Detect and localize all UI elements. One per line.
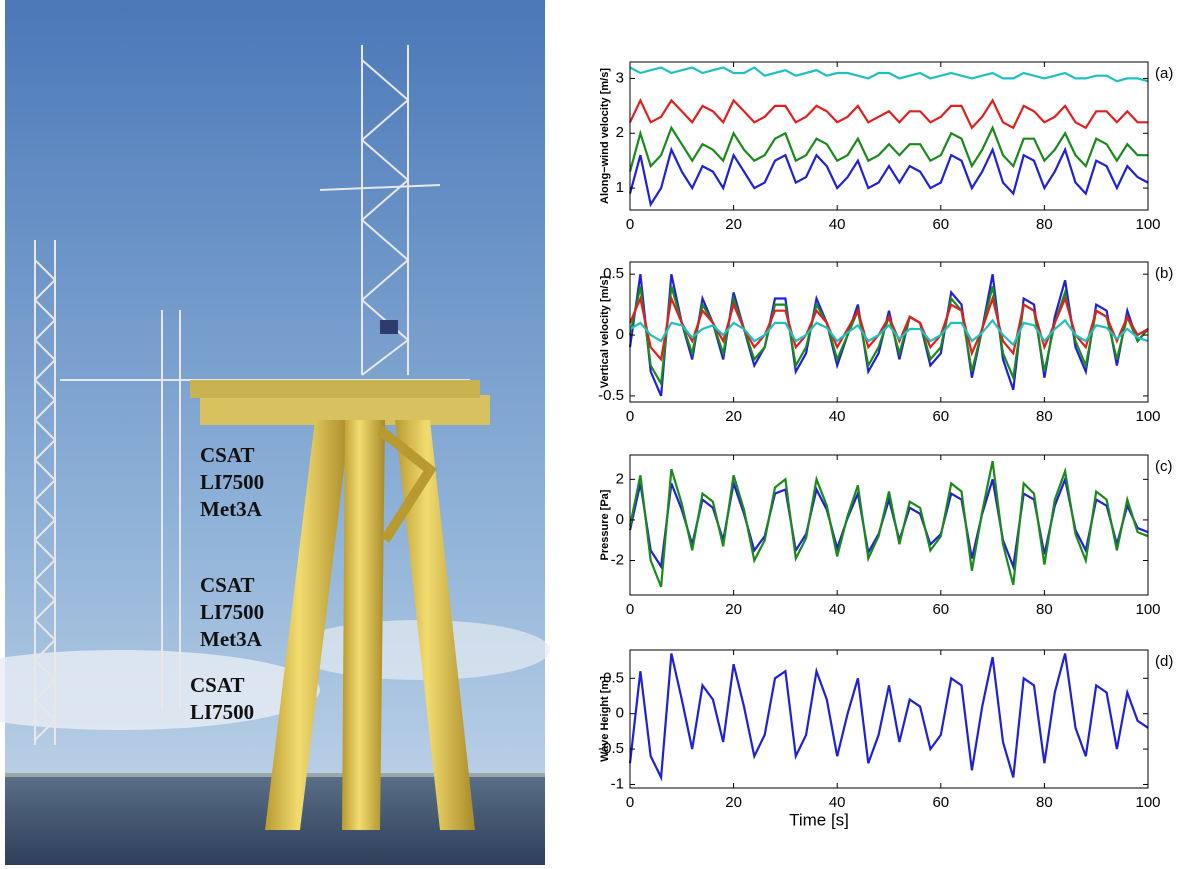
plot-area bbox=[630, 455, 1148, 595]
y-tick-label: 1 bbox=[616, 179, 624, 196]
photo-label: Met3A bbox=[200, 497, 263, 521]
x-tick-label: 80 bbox=[1036, 408, 1053, 425]
x-tick-label: 100 bbox=[1135, 794, 1160, 811]
x-tick-label: 20 bbox=[725, 794, 742, 811]
photo-label: CSAT bbox=[200, 573, 254, 597]
x-tick-label: 100 bbox=[1135, 601, 1160, 618]
plot-area bbox=[630, 262, 1148, 402]
y-axis-label: Along−wind velocity [m/s] bbox=[599, 68, 611, 204]
panel-label: (b) bbox=[1155, 265, 1173, 282]
x-tick-label: 100 bbox=[1135, 408, 1160, 425]
photo-label: LI7500 bbox=[190, 700, 254, 724]
y-axis-label: Wave Height [m] bbox=[599, 676, 611, 762]
photo-label: CSAT bbox=[190, 673, 244, 697]
x-tick-label: 60 bbox=[932, 216, 949, 233]
x-tick-label: 40 bbox=[829, 794, 846, 811]
photo-label: Met3A bbox=[200, 627, 263, 651]
x-tick-label: 0 bbox=[626, 601, 634, 618]
y-tick-label: -1 bbox=[611, 775, 624, 792]
x-tick-label: 0 bbox=[626, 216, 634, 233]
x-axis-label: Time [s] bbox=[789, 810, 849, 829]
x-tick-label: 80 bbox=[1036, 216, 1053, 233]
x-tick-label: 100 bbox=[1135, 216, 1160, 233]
x-tick-label: 60 bbox=[932, 601, 949, 618]
x-tick-label: 20 bbox=[725, 408, 742, 425]
plot-area bbox=[630, 62, 1148, 210]
x-tick-label: 80 bbox=[1036, 794, 1053, 811]
photo-label: LI7500 bbox=[200, 600, 264, 624]
x-tick-label: 20 bbox=[725, 601, 742, 618]
photo bbox=[0, 0, 550, 865]
photo-label: CSAT bbox=[200, 443, 254, 467]
figure: 020406080100123Along−wind velocity [m/s]… bbox=[0, 0, 1191, 869]
y-tick-label: 2 bbox=[616, 470, 624, 487]
plot-area bbox=[630, 650, 1148, 788]
panel-label: (a) bbox=[1155, 65, 1173, 82]
x-tick-label: 20 bbox=[725, 216, 742, 233]
y-tick-label: 0 bbox=[616, 326, 624, 343]
y-tick-label: 0 bbox=[616, 705, 624, 722]
y-tick-label: 3 bbox=[616, 69, 624, 86]
x-tick-label: 40 bbox=[829, 216, 846, 233]
x-tick-label: 60 bbox=[932, 794, 949, 811]
y-tick-label: 0 bbox=[616, 511, 624, 528]
y-tick-label: -0.5 bbox=[598, 387, 624, 404]
x-tick-label: 60 bbox=[932, 408, 949, 425]
x-tick-label: 0 bbox=[626, 794, 634, 811]
x-tick-label: 80 bbox=[1036, 601, 1053, 618]
page: 020406080100123Along−wind velocity [m/s]… bbox=[0, 0, 1191, 869]
x-tick-label: 40 bbox=[829, 601, 846, 618]
photo-label: LI7500 bbox=[200, 470, 264, 494]
y-tick-label: 2 bbox=[616, 124, 624, 141]
y-tick-label: -2 bbox=[611, 551, 624, 568]
x-tick-label: 40 bbox=[829, 408, 846, 425]
y-axis-label: Pressure [Pa] bbox=[599, 489, 611, 560]
panel-label: (d) bbox=[1155, 653, 1173, 670]
x-tick-label: 0 bbox=[626, 408, 634, 425]
y-axis-label: Vertical velocity [m/s] bbox=[599, 275, 611, 388]
panel-label: (c) bbox=[1155, 458, 1173, 475]
